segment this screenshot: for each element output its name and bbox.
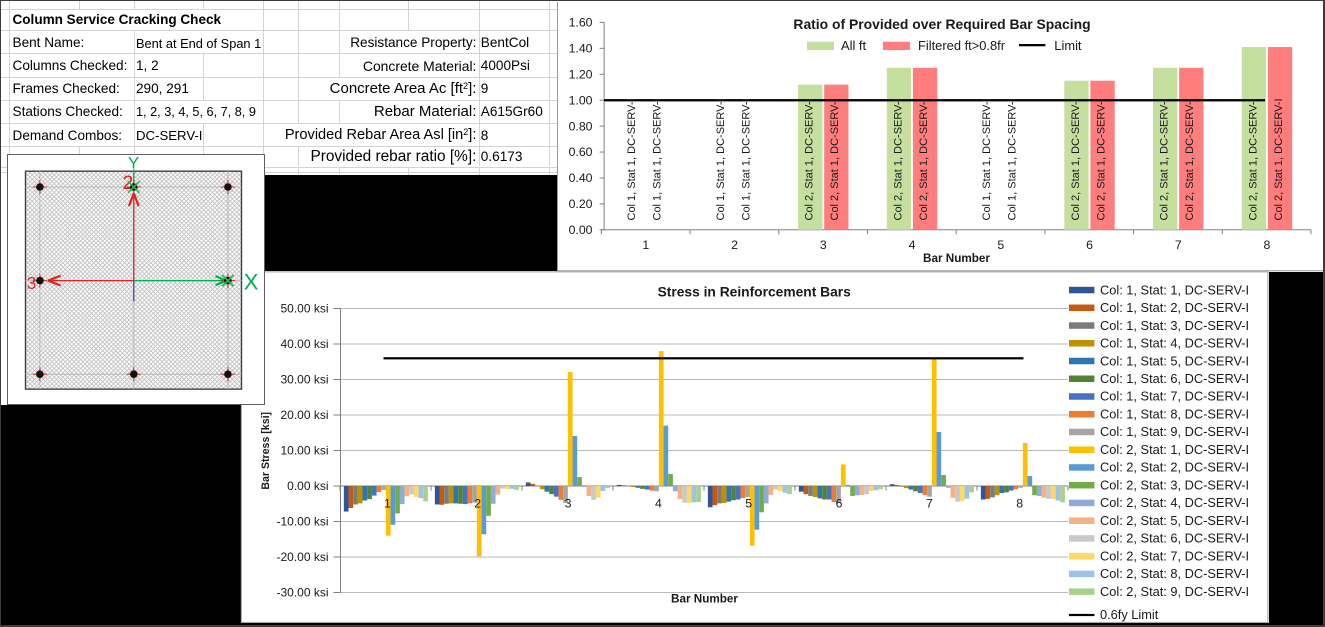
svg-text:Col 2, Stat 1, DC-SERV-I: Col 2, Stat 1, DC-SERV-I <box>1247 98 1259 220</box>
svg-text:0.00 ksi: 0.00 ksi <box>287 479 328 493</box>
svg-text:6: 6 <box>836 497 843 511</box>
svg-text:Col 2, Stat 1, DC-SERV-I: Col 2, Stat 1, DC-SERV-I <box>829 98 841 220</box>
svg-text:1.20: 1.20 <box>569 67 593 81</box>
svg-text:5: 5 <box>745 497 752 511</box>
svg-text:Col: 2, Stat: 1, DC-SERV-I: Col: 2, Stat: 1, DC-SERV-I <box>1100 442 1249 457</box>
svg-text:1: 1 <box>642 238 649 252</box>
svg-text:Col 2, Stat 1, DC-SERV-I: Col 2, Stat 1, DC-SERV-I <box>1159 98 1171 220</box>
svg-text:Bar Stress [ksi]: Bar Stress [ksi] <box>260 412 272 490</box>
svg-text:Bar Number: Bar Number <box>671 593 738 606</box>
svg-text:Col: 2, Stat: 4, DC-SERV-I: Col: 2, Stat: 4, DC-SERV-I <box>1100 495 1249 510</box>
svg-text:0.6fy Limit: 0.6fy Limit <box>1100 607 1159 622</box>
svg-text:Col: 2, Stat: 8, DC-SERV-I: Col: 2, Stat: 8, DC-SERV-I <box>1100 566 1249 581</box>
svg-text:Col: 2, Stat: 2, DC-SERV-I: Col: 2, Stat: 2, DC-SERV-I <box>1100 460 1249 475</box>
svg-text:Col: 1, Stat: 7, DC-SERV-I: Col: 1, Stat: 7, DC-SERV-I <box>1100 389 1249 404</box>
svg-text:10.00 ksi: 10.00 ksi <box>280 444 328 458</box>
svg-text:Limit: Limit <box>1054 38 1082 53</box>
svg-text:Col 2, Stat 1, DC-SERV-I: Col 2, Stat 1, DC-SERV-I <box>1070 98 1082 220</box>
svg-text:Col: 1, Stat: 8, DC-SERV-I: Col: 1, Stat: 8, DC-SERV-I <box>1100 406 1249 421</box>
svg-text:Filtered ft>0.8fr: Filtered ft>0.8fr <box>918 38 1006 53</box>
svg-text:Col 1, Stat 1, DC-SERV-I: Col 1, Stat 1, DC-SERV-I <box>740 98 752 220</box>
svg-text:2: 2 <box>122 172 133 194</box>
svg-text:Col 2, Stat 1, DC-SERV-I: Col 2, Stat 1, DC-SERV-I <box>804 98 816 220</box>
svg-text:Ratio of Provided over Require: Ratio of Provided over Required Bar Spac… <box>793 16 1090 32</box>
svg-text:1.60: 1.60 <box>569 16 593 30</box>
svg-text:Bar Number: Bar Number <box>923 252 990 265</box>
svg-text:30.00 ksi: 30.00 ksi <box>280 373 328 387</box>
svg-text:7: 7 <box>1175 238 1182 252</box>
svg-text:Col: 1, Stat: 9, DC-SERV-I: Col: 1, Stat: 9, DC-SERV-I <box>1100 424 1249 439</box>
svg-text:4: 4 <box>909 238 916 252</box>
svg-text:Col 2, Stat 1, DC-SERV-I: Col 2, Stat 1, DC-SERV-I <box>1184 98 1196 220</box>
svg-text:X: X <box>243 269 258 294</box>
svg-text:Col 2, Stat 1, DC-SERV-I: Col 2, Stat 1, DC-SERV-I <box>1095 98 1107 220</box>
svg-text:5: 5 <box>997 238 1004 252</box>
svg-text:Col 1, Stat 1, DC-SERV-I: Col 1, Stat 1, DC-SERV-I <box>715 98 727 220</box>
svg-text:3: 3 <box>820 238 827 252</box>
svg-text:Col 1, Stat 1, DC-SERV-I: Col 1, Stat 1, DC-SERV-I <box>1007 98 1019 220</box>
svg-text:Stress in Reinforcement Bars: Stress in Reinforcement Bars <box>658 285 852 300</box>
svg-text:7: 7 <box>926 497 933 511</box>
svg-text:Col 2, Stat 1, DC-SERV-I: Col 2, Stat 1, DC-SERV-I <box>918 98 930 220</box>
svg-text:Col 1, Stat 1, DC-SERV-I: Col 1, Stat 1, DC-SERV-I <box>626 98 638 220</box>
svg-text:4: 4 <box>655 497 662 511</box>
svg-text:Col: 1, Stat: 4, DC-SERV-I: Col: 1, Stat: 4, DC-SERV-I <box>1100 336 1249 351</box>
svg-text:0.20: 0.20 <box>569 197 593 211</box>
svg-text:40.00 ksi: 40.00 ksi <box>280 337 328 351</box>
svg-text:-10.00 ksi: -10.00 ksi <box>276 515 328 529</box>
svg-text:Col: 1, Stat: 6, DC-SERV-I: Col: 1, Stat: 6, DC-SERV-I <box>1100 371 1249 386</box>
svg-text:Col: 2, Stat: 9, DC-SERV-I: Col: 2, Stat: 9, DC-SERV-I <box>1100 584 1249 599</box>
svg-text:6: 6 <box>1086 238 1093 252</box>
svg-text:Col: 1, Stat: 3, DC-SERV-I: Col: 1, Stat: 3, DC-SERV-I <box>1100 318 1249 333</box>
svg-text:All ft: All ft <box>841 38 866 53</box>
svg-text:2: 2 <box>474 497 481 511</box>
svg-text:Col 1, Stat 1, DC-SERV-I: Col 1, Stat 1, DC-SERV-I <box>652 98 664 220</box>
svg-text:20.00 ksi: 20.00 ksi <box>280 408 328 422</box>
svg-text:-30.00 ksi: -30.00 ksi <box>276 586 328 600</box>
svg-text:0.00: 0.00 <box>569 223 593 237</box>
svg-text:8: 8 <box>1264 238 1271 252</box>
svg-text:3: 3 <box>26 273 36 293</box>
svg-text:Col: 1, Stat: 5, DC-SERV-I: Col: 1, Stat: 5, DC-SERV-I <box>1100 353 1249 368</box>
svg-text:Col: 2, Stat: 7, DC-SERV-I: Col: 2, Stat: 7, DC-SERV-I <box>1100 548 1249 563</box>
svg-text:1.00: 1.00 <box>569 93 593 107</box>
svg-text:Col: 2, Stat: 6, DC-SERV-I: Col: 2, Stat: 6, DC-SERV-I <box>1100 531 1249 546</box>
svg-text:Col: 1, Stat: 1, DC-SERV-I: Col: 1, Stat: 1, DC-SERV-I <box>1100 282 1249 297</box>
svg-text:1.40: 1.40 <box>569 42 593 56</box>
svg-text:0.80: 0.80 <box>569 119 593 133</box>
svg-text:3: 3 <box>565 497 572 511</box>
svg-text:Y: Y <box>127 155 138 172</box>
svg-text:Col 2, Stat 1, DC-SERV-I: Col 2, Stat 1, DC-SERV-I <box>1273 98 1285 220</box>
svg-text:Col: 2, Stat: 3, DC-SERV-I: Col: 2, Stat: 3, DC-SERV-I <box>1100 477 1249 492</box>
svg-text:0.60: 0.60 <box>569 145 593 159</box>
svg-text:50.00 ksi: 50.00 ksi <box>280 302 328 316</box>
svg-text:-20.00 ksi: -20.00 ksi <box>276 550 328 564</box>
svg-text:1: 1 <box>384 497 391 511</box>
svg-text:Col: 2, Stat: 5, DC-SERV-I: Col: 2, Stat: 5, DC-SERV-I <box>1100 513 1249 528</box>
svg-text:Col: 1, Stat: 2, DC-SERV-I: Col: 1, Stat: 2, DC-SERV-I <box>1100 300 1249 315</box>
svg-text:Col 1, Stat 1, DC-SERV-I: Col 1, Stat 1, DC-SERV-I <box>981 98 993 220</box>
svg-text:Col 2, Stat 1, DC-SERV-I: Col 2, Stat 1, DC-SERV-I <box>892 98 904 220</box>
svg-text:2: 2 <box>731 238 738 252</box>
svg-text:8: 8 <box>1016 497 1023 511</box>
svg-text:0.40: 0.40 <box>569 171 593 185</box>
